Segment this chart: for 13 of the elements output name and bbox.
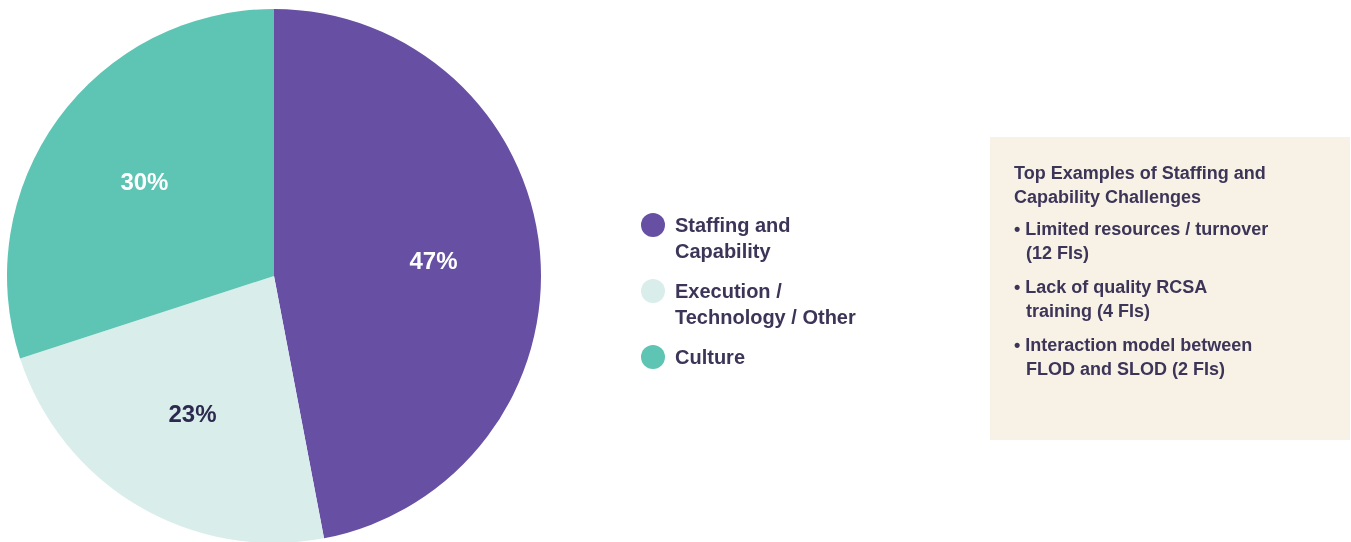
data-label: 23% [168, 400, 217, 428]
text: • Limited resources / turnover (12 FIs) [1014, 219, 1269, 263]
legend-label: Culture [675, 346, 745, 368]
legend-label: Execution / Technology / Other [675, 280, 856, 328]
text: Top Examples of Staffing and Capability Challenges [1014, 163, 1266, 207]
legend-label: Staffing and Capability [675, 214, 791, 262]
data-label: 30% [120, 168, 169, 196]
text: • Lack of quality RCSA training (4 FIs) [1014, 277, 1208, 321]
text: • Interaction model between FLOD and SLOD (2 FIs) [1014, 335, 1253, 379]
data-label: 47% [409, 247, 458, 275]
pie-slice [20, 276, 325, 542]
pie-slice [274, 9, 541, 539]
pie-slice [7, 9, 274, 359]
